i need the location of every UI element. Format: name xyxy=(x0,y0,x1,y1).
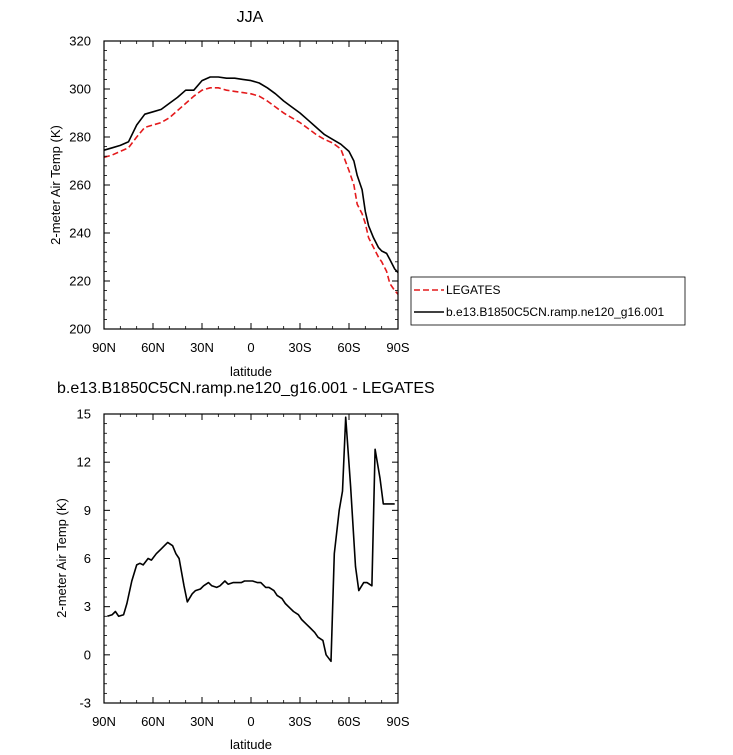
bottom-chart-ticks: 90N 60N 30N 0 30S 60S 90S -3 0 3 6 9 12 15 xyxy=(77,407,410,730)
bottom-chart-xtick-label: 90N xyxy=(92,714,116,729)
bottom-chart-ytick-label: 15 xyxy=(77,407,91,422)
legend: LEGATES b.e13.B1850C5CN.ramp.ne120_g16.0… xyxy=(410,276,686,326)
top-chart-xtick-label: 90N xyxy=(92,340,116,355)
top-chart-xtick-label: 0 xyxy=(247,340,254,355)
bottom-chart-ytick-label: 3 xyxy=(84,599,91,614)
top-chart-xtick-label: 30S xyxy=(288,340,311,355)
bottom-chart-ytick-label: 0 xyxy=(84,647,91,662)
bottom-chart-xtick-label: 30S xyxy=(288,714,311,729)
top-chart-xlabel: latitude xyxy=(230,364,272,379)
bottom-chart-plot-area xyxy=(107,416,395,663)
legend-label-legates: LEGATES xyxy=(446,283,500,297)
top-chart-xtick-label: 60N xyxy=(141,340,165,355)
bottom-chart-xlabel: latitude xyxy=(230,737,272,752)
bottom-chart-title: b.e13.B1850C5CN.ramp.ne120_g16.001 - LEG… xyxy=(57,380,435,397)
top-chart-series-1-line xyxy=(103,76,399,274)
bottom-chart-ylabel: 2-meter Air Temp (K) xyxy=(54,498,69,618)
legend-label-model: b.e13.B1850C5CN.ramp.ne120_g16.001 xyxy=(446,305,664,319)
bottom-chart-ytick-label: 12 xyxy=(77,455,91,470)
top-chart-xtick-label: 30N xyxy=(190,340,214,355)
bottom-chart-xtick-label: 0 xyxy=(247,714,254,729)
top-chart-ytick-label: 220 xyxy=(69,274,91,289)
top-chart-ytick-label: 300 xyxy=(69,82,91,97)
bottom-chart: b.e13.B1850C5CN.ramp.ne120_g16.001 - LEG… xyxy=(54,380,435,752)
bottom-chart-ytick-label: 6 xyxy=(84,551,91,566)
bottom-chart-xtick-label: 60S xyxy=(337,714,360,729)
legend-box xyxy=(410,276,686,326)
top-chart-ytick-label: 260 xyxy=(69,178,91,193)
top-chart: JJA 90N 60N 30N 0 30S 60S 90S 200 220 240 260 280 30… xyxy=(48,9,410,379)
top-chart-ytick-label: 280 xyxy=(69,130,91,145)
bottom-chart-xtick-label: 90S xyxy=(386,714,409,729)
bottom-chart-series-0-line xyxy=(107,416,395,663)
top-chart-xtick-label: 60S xyxy=(337,340,360,355)
bottom-chart-xtick-label: 30N xyxy=(190,714,214,729)
top-chart-xtick-label: 90S xyxy=(386,340,409,355)
top-chart-title: JJA xyxy=(237,9,264,26)
top-chart-ytick-label: 320 xyxy=(69,34,91,49)
top-chart-plot-area xyxy=(103,76,399,295)
top-chart-ytick-label: 240 xyxy=(69,226,91,241)
bottom-chart-ytick-label: -3 xyxy=(79,696,91,711)
top-chart-ticks: 90N 60N 30N 0 30S 60S 90S 200 220 240 260 280 300 320 xyxy=(69,34,410,356)
top-chart-ytick-label: 200 xyxy=(69,322,91,337)
bottom-chart-ytick-label: 9 xyxy=(84,503,91,518)
top-chart-series-0-line xyxy=(103,87,399,295)
top-chart-ylabel: 2-meter Air Temp (K) xyxy=(48,125,63,245)
bottom-chart-xtick-label: 60N xyxy=(141,714,165,729)
